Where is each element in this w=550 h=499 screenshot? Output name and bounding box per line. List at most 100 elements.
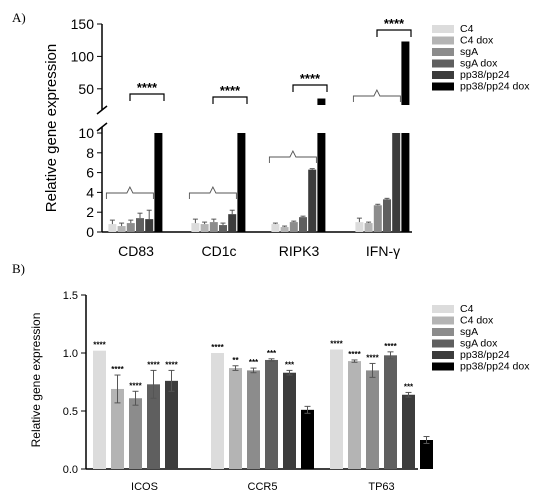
legend-label: sgA bbox=[460, 326, 478, 338]
bar bbox=[126, 223, 135, 232]
legend-label: pp38/pp24 bbox=[460, 69, 510, 81]
x-tick-label: CD1c bbox=[201, 243, 236, 259]
legend-label: pp38/pp24 bbox=[460, 349, 510, 361]
legend-swatch bbox=[432, 71, 454, 79]
legend-swatch bbox=[432, 339, 454, 348]
y-tick-label: 8 bbox=[86, 145, 94, 161]
y-tick-label: 4 bbox=[86, 184, 94, 200]
y-tick-label: 1.5 bbox=[63, 290, 78, 302]
legend-label: pp38/pp24 dox bbox=[460, 361, 530, 373]
x-tick-label: ICOS bbox=[131, 481, 158, 493]
significance-bracket bbox=[376, 29, 412, 37]
bar bbox=[392, 133, 401, 232]
significance-label: **** bbox=[220, 83, 241, 98]
bar bbox=[237, 133, 246, 232]
bar bbox=[355, 222, 364, 232]
bar bbox=[117, 226, 126, 232]
legend-swatch bbox=[432, 59, 454, 68]
panel-a: A) 0 2 4 6 8 10 50 100 150 Relative gene expressio… bbox=[12, 10, 530, 259]
legend-label: sgA bbox=[460, 46, 478, 58]
bar bbox=[229, 368, 242, 469]
bar bbox=[271, 224, 280, 232]
significance-brace bbox=[188, 185, 237, 199]
legend-label: C4 dox bbox=[460, 315, 494, 327]
panel-b: B) 0.0 0.5 1.0 1.5 Relative gene expression **… bbox=[12, 261, 530, 493]
significance-brace bbox=[105, 185, 154, 199]
significance-bracket bbox=[292, 84, 328, 92]
bar bbox=[209, 222, 218, 232]
y-tick-label: 10 bbox=[78, 125, 94, 141]
legend-swatch bbox=[432, 351, 454, 359]
bar bbox=[165, 380, 178, 469]
panel-a-label: A) bbox=[12, 10, 26, 25]
legend-swatch bbox=[432, 362, 454, 371]
bar bbox=[289, 222, 298, 232]
bar bbox=[348, 361, 361, 469]
axis-break-mark bbox=[96, 122, 108, 132]
significance-label: **** bbox=[93, 341, 106, 350]
significance-label: **** bbox=[129, 381, 142, 390]
panel-b-label: B) bbox=[12, 261, 25, 276]
significance-label: **** bbox=[300, 71, 321, 86]
legend-label: C4 dox bbox=[460, 35, 494, 47]
legend-swatch bbox=[432, 316, 454, 325]
bar bbox=[228, 214, 237, 232]
y-axis-label: Relative gene expression bbox=[43, 44, 60, 212]
significance-label: **** bbox=[384, 16, 405, 31]
bar bbox=[108, 224, 117, 232]
y-tick-label: 100 bbox=[71, 48, 95, 64]
significance-label: **** bbox=[165, 360, 178, 369]
bar bbox=[366, 370, 379, 469]
axis-break-mark bbox=[96, 105, 108, 115]
bar bbox=[93, 350, 106, 469]
y-tick-label: 2 bbox=[86, 204, 94, 220]
significance-label: **** bbox=[111, 365, 124, 374]
bar bbox=[308, 169, 317, 232]
bar bbox=[401, 41, 410, 105]
bar bbox=[280, 227, 289, 232]
bar bbox=[129, 398, 142, 469]
bar bbox=[317, 133, 326, 232]
bar bbox=[373, 205, 382, 232]
y-tick-label: 0.5 bbox=[63, 406, 78, 418]
bar bbox=[401, 133, 410, 232]
legend-swatch bbox=[432, 36, 454, 45]
significance-bracket bbox=[212, 96, 248, 104]
bar bbox=[330, 349, 343, 469]
y-tick-label: 0.0 bbox=[63, 464, 78, 476]
legend-swatch bbox=[432, 82, 454, 91]
bar bbox=[364, 223, 373, 232]
bar bbox=[247, 370, 260, 469]
legend-swatch bbox=[432, 48, 454, 56]
bar bbox=[200, 224, 209, 232]
significance-label: **** bbox=[137, 80, 158, 95]
bar bbox=[317, 98, 326, 105]
significance-label: **** bbox=[348, 350, 361, 359]
bar bbox=[402, 394, 415, 469]
x-tick-label: IFN-γ bbox=[366, 243, 400, 259]
legend-label: C4 bbox=[460, 23, 474, 35]
significance-label: *** bbox=[249, 358, 259, 367]
legend-label: sgA dox bbox=[460, 338, 498, 350]
bar bbox=[301, 409, 314, 469]
y-tick-label: 150 bbox=[71, 16, 95, 32]
x-tick-label: RIPK3 bbox=[279, 243, 320, 259]
x-tick-label: CD83 bbox=[118, 243, 154, 259]
bar bbox=[384, 355, 397, 469]
legend-swatch bbox=[432, 305, 454, 313]
significance-label: **** bbox=[384, 342, 397, 351]
bar bbox=[283, 372, 296, 469]
y-tick-label: 50 bbox=[78, 81, 94, 97]
bar bbox=[383, 199, 391, 232]
significance-label: **** bbox=[366, 353, 379, 362]
bar bbox=[191, 223, 200, 232]
bar bbox=[420, 440, 433, 469]
bar bbox=[145, 219, 154, 232]
y-tick-label: 1.0 bbox=[63, 348, 78, 360]
y-tick-label: 0 bbox=[86, 224, 94, 240]
significance-label: ** bbox=[232, 356, 239, 365]
legend-swatch bbox=[432, 328, 454, 336]
x-tick-label: CCR5 bbox=[248, 481, 278, 493]
bar bbox=[136, 218, 144, 232]
